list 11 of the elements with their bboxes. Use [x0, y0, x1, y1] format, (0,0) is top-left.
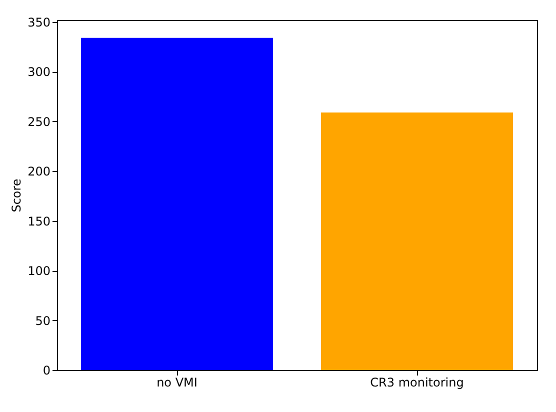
x-tick-label: CR3 monitoring [370, 376, 464, 390]
y-tick-label: 200 [28, 164, 50, 179]
x-tick-label: no VMI [156, 376, 198, 390]
y-tick-label: 350 [28, 15, 50, 30]
y-tick-label: 100 [28, 264, 50, 278]
y-tick-label: 300 [28, 65, 50, 80]
y-tick-label: 250 [28, 114, 50, 129]
y-axis-title: Score [10, 178, 24, 212]
y-tick-label: 150 [28, 214, 50, 228]
y-tick-label: 0 [42, 364, 50, 378]
y-tick-label: 50 [35, 314, 50, 328]
